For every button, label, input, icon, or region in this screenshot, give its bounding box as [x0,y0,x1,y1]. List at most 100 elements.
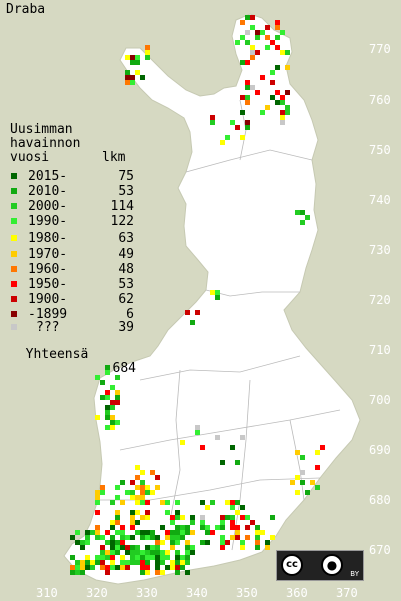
observation-square [225,135,230,140]
observation-square [140,530,145,535]
observation-square [100,395,105,400]
observation-square [125,55,130,60]
observation-square [215,525,220,530]
legend-swatch [11,218,17,224]
observation-square [260,530,265,535]
observation-square [255,30,260,35]
observation-square [70,555,75,560]
observation-square [175,565,180,570]
observation-square [295,490,300,495]
observation-square [245,515,250,520]
observation-square [140,490,145,495]
observation-square [130,510,135,515]
observation-square [185,560,190,565]
observation-square [225,515,230,520]
observation-square [165,500,170,505]
observation-square [145,485,150,490]
observation-square [215,295,220,300]
observation-square [285,110,290,115]
observation-square [225,540,230,545]
legend-label: -1899 [28,307,68,322]
observation-square [245,120,250,125]
observation-square [265,45,270,50]
legend-label: 1950- [28,277,68,292]
observation-square [145,510,150,515]
observation-square [285,105,290,110]
observation-square [110,415,115,420]
observation-square [130,75,135,80]
observation-square [110,565,115,570]
grid-label-east: 310 [36,586,58,600]
observation-square [165,565,170,570]
observation-squares [70,15,325,575]
observation-square [275,45,280,50]
observation-square [245,30,250,35]
observation-square [285,50,290,55]
observation-square [165,530,170,535]
observation-square [105,570,110,575]
observation-square [145,565,150,570]
observation-square [130,480,135,485]
legend-label: 2015- [28,169,68,184]
observation-square [210,530,215,535]
observation-square [165,510,170,515]
cc-by-license-badge: cc ● BY [276,550,364,581]
observation-square [190,520,195,525]
observation-square [125,550,130,555]
observation-square [245,525,250,530]
observation-square [250,85,255,90]
observation-square [250,520,255,525]
observation-square [295,475,300,480]
observation-square [105,530,110,535]
legend-swatch [11,235,17,241]
observation-square [270,95,275,100]
legend-heading-line-1: Uusimman [10,122,73,137]
observation-square [75,540,80,545]
observation-square [230,525,235,530]
observation-square [160,570,165,575]
observation-square [175,510,180,515]
observation-square [150,545,155,550]
observation-square [115,495,120,500]
grid-label-north: 690 [369,443,391,457]
observation-square [135,530,140,535]
legend-count-header: lkm [102,150,126,165]
observation-square [130,550,135,555]
observation-square [120,525,125,530]
legend-swatch [11,281,17,287]
observation-square [205,530,210,535]
observation-square [250,25,255,30]
observation-square [105,370,110,375]
legend-row: 1980- 63 [8,232,134,246]
observation-square [115,420,120,425]
observation-square [160,500,165,505]
legend-swatch [11,311,17,317]
observation-square [150,535,155,540]
grid-label-north: 770 [369,42,391,56]
legend-count: 6 [126,307,134,322]
observation-square [210,115,215,120]
observation-square [175,535,180,540]
observation-square [180,555,185,560]
observation-square [85,560,90,565]
observation-square [110,540,115,545]
observation-square [135,465,140,470]
legend-total-count: 684 [112,361,136,376]
observation-square [130,520,135,525]
observation-square [195,310,200,315]
legend-row: 1950- 53 [8,278,134,292]
observation-square [235,500,240,505]
observation-square [170,530,175,535]
observation-square [145,535,150,540]
observation-square [140,470,145,475]
observation-square [110,525,115,530]
observation-square [275,65,280,70]
observation-square [235,510,240,515]
observation-square [240,505,245,510]
observation-square [110,500,115,505]
observation-square [245,80,250,85]
observation-square [95,490,100,495]
observation-square [180,440,185,445]
observation-square [70,570,75,575]
observation-square [240,60,245,65]
